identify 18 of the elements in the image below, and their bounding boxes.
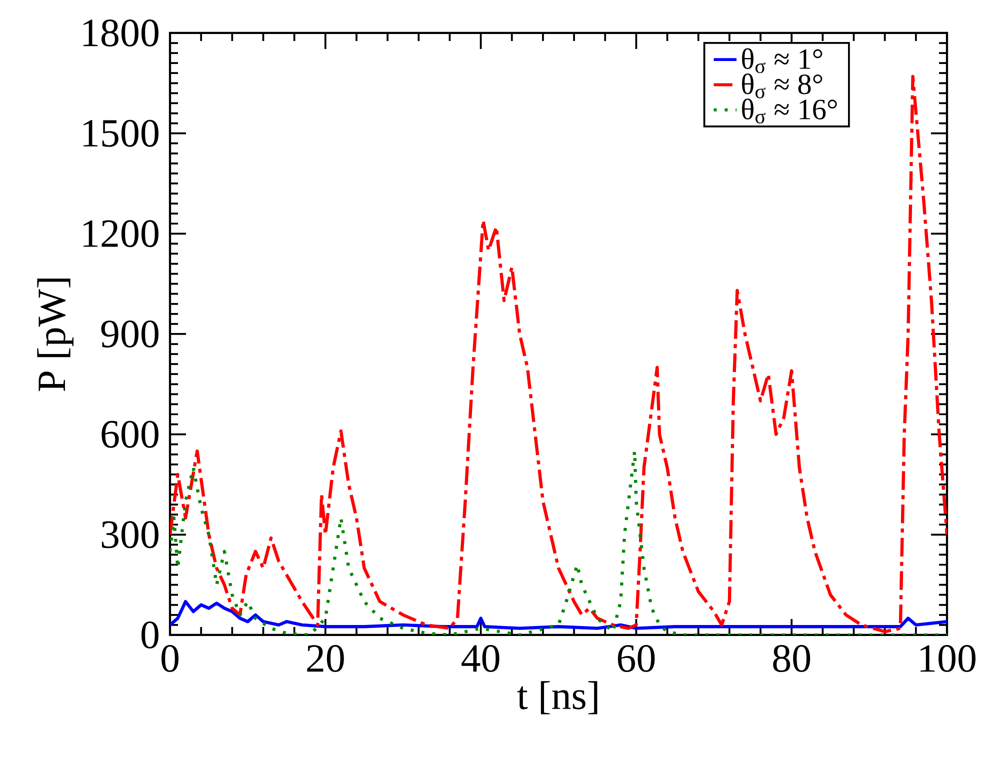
- x-axis-title: t [ns]: [517, 681, 598, 714]
- x-tick-label: 60: [618, 645, 655, 672]
- legend-label: θ$_{σ}$ ≈ 1°: [742, 48, 822, 74]
- y-tick-label: 1500: [83, 120, 158, 147]
- x-tick-label: 80: [773, 645, 810, 672]
- y-tick-label: 900: [101, 320, 158, 348]
- legend-label: θ$_{σ}$ ≈ 16°: [742, 98, 837, 124]
- x-tick-label: 0: [162, 645, 178, 672]
- legend-label: θ$_{σ}$ ≈ 8°: [742, 73, 822, 98]
- y-tick-label: 1800: [83, 19, 158, 46]
- y-tick-label: 0: [141, 621, 158, 648]
- y-axis-title: P [pW]: [37, 278, 74, 392]
- y-tick-label: 1200: [83, 220, 158, 248]
- x-tick-label: 100: [920, 645, 976, 672]
- x-tick-label: 20: [307, 645, 344, 672]
- y-tick-label: 300: [102, 521, 158, 548]
- y-tick-label: 600: [102, 420, 158, 448]
- x-tick-label: 40: [462, 645, 500, 672]
